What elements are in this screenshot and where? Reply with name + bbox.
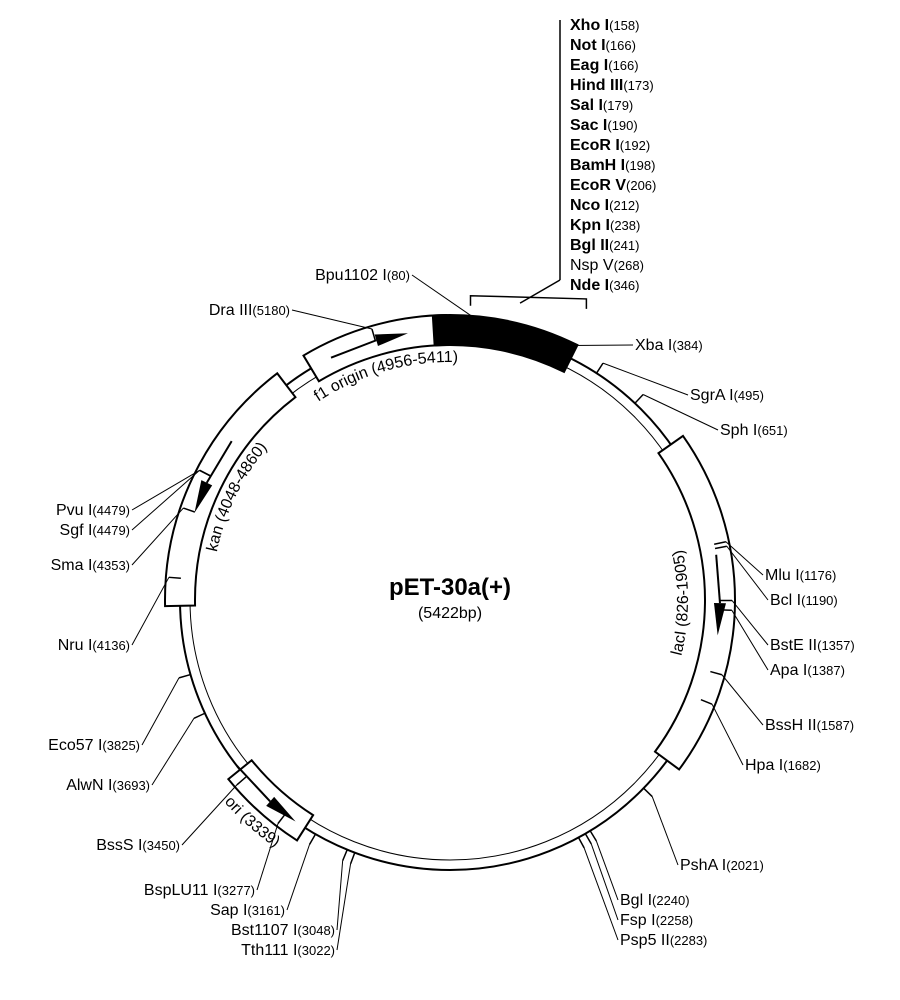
mcs-site-label: Not I(166) [570, 37, 636, 54]
site-label: BssH II(1587) [765, 717, 854, 734]
svg-text:lacI (826-1905): lacI (826-1905) [669, 548, 692, 657]
site-label: BstE II(1357) [770, 637, 855, 654]
site-label: Bpu1102 I(80) [315, 267, 410, 284]
feature-lacI [655, 436, 735, 770]
site-label: Sph I(651) [720, 422, 788, 439]
tick-Eco57 I [179, 675, 191, 678]
mcs-site-label: Sac I(190) [570, 117, 638, 134]
site-label: Tth111 I(3022) [241, 942, 335, 959]
tick-PshA I [644, 788, 653, 796]
site-label: AlwN I(3693) [66, 777, 150, 794]
site-label: Eco57 I(3825) [48, 737, 140, 754]
mcs-site-label: Eag I(166) [570, 57, 639, 74]
site-label: Sap I(3161) [210, 902, 285, 919]
site-label: Apa I(1387) [770, 662, 845, 679]
tick-Sph I [635, 395, 643, 404]
tick-Psp5 II [578, 837, 584, 848]
site-label: Hpa I(1682) [745, 757, 821, 774]
site-label: Bcl I(1190) [770, 592, 838, 609]
tick-Sap I [310, 834, 316, 844]
mcs-site-label: Hind III(173) [570, 77, 654, 94]
plasmid-size: (5422bp) [418, 605, 482, 622]
mcs-site-label: Sal I(179) [570, 97, 633, 114]
tick-SgrA I [597, 363, 604, 373]
mcs-site-label: Xho I(158) [570, 17, 639, 34]
site-label: Xba I(384) [635, 337, 703, 354]
tick-AlwN I [194, 713, 205, 718]
site-label: Sgf I(4479) [60, 522, 130, 539]
mcs-site-label: Bgl II(241) [570, 237, 639, 254]
site-label: BssS I(3450) [96, 837, 180, 854]
mcs-site-label: EcoR I(192) [570, 137, 650, 154]
site-label: Mlu I(1176) [765, 567, 836, 584]
site-label: Dra III(5180) [209, 302, 290, 319]
site-label: BspLU11 I(3277) [144, 882, 255, 899]
mcs-site-label: Nsp V(268) [570, 257, 644, 274]
tick-Bst1107 I [343, 850, 348, 861]
mcs-site-label: Kpn I(238) [570, 217, 640, 234]
mcs-site-label: Nco I(212) [570, 197, 639, 214]
site-label: Fsp I(2258) [620, 912, 693, 929]
tick-Fsp I [585, 834, 591, 844]
site-label: PshA I(2021) [680, 857, 764, 874]
tick-Nru I [169, 577, 181, 578]
site-label: Pvu I(4479) [56, 502, 130, 519]
mcs-site-label: EcoR V(206) [570, 177, 656, 194]
tick-Tth111 I [351, 853, 355, 864]
plasmid-name: pET-30a(+) [389, 574, 511, 601]
site-label: Psp5 II(2283) [620, 932, 707, 949]
mcs-site-label: BamH I(198) [570, 157, 655, 174]
mcs-bracket [470, 296, 586, 309]
site-label: Bgl I(2240) [620, 892, 690, 909]
site-label: Bst1107 I(3048) [231, 922, 335, 939]
tick-Bgl I [590, 831, 596, 841]
site-label: Sma I(4353) [51, 557, 130, 574]
mcs-site-label: Nde I(346) [570, 277, 639, 294]
site-label: Nru I(4136) [58, 637, 130, 654]
site-label: SgrA I(495) [690, 387, 764, 404]
